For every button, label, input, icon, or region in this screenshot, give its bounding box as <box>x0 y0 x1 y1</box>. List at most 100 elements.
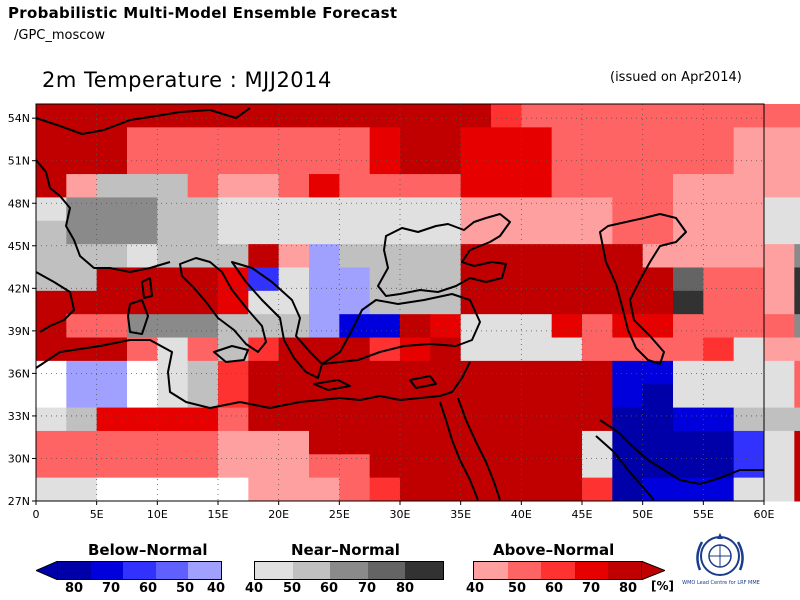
grid-cell <box>612 477 644 502</box>
grid-cell <box>248 197 280 222</box>
grid-cell <box>642 430 674 455</box>
grid-cell <box>794 384 800 409</box>
grid-cell <box>157 384 189 409</box>
grid-cell <box>460 104 492 128</box>
grid-cell <box>491 220 522 245</box>
grid-cell <box>703 314 735 339</box>
grid-cell <box>582 244 613 268</box>
grid-cell <box>339 150 371 175</box>
grid-cell <box>369 174 401 198</box>
grid-cell <box>96 290 128 315</box>
grid-cell <box>339 244 371 268</box>
lat-tick-label: 30N <box>8 452 30 465</box>
grid-cell <box>582 384 613 409</box>
grid-cell <box>612 360 644 385</box>
grid-cell <box>187 430 219 455</box>
lon-tick-label: 45E <box>572 508 593 521</box>
grid-cell <box>400 244 431 268</box>
grid-cell <box>764 267 795 292</box>
grid-cell <box>733 454 765 479</box>
grid-cell <box>430 477 462 502</box>
wmo-logo-text: WMO Lead Centre for LRF MME <box>682 580 760 586</box>
grid-cell <box>703 150 735 175</box>
grid-cell <box>673 290 704 315</box>
grid-cell <box>218 174 249 198</box>
grid-cell <box>309 244 340 268</box>
grid-cell <box>582 220 613 245</box>
grid-cell <box>157 127 189 152</box>
grid-cell <box>248 150 280 175</box>
lat-tick-label: 33N <box>8 410 30 423</box>
grid-cell <box>521 174 553 198</box>
grid-cell <box>66 267 98 292</box>
grid-cell <box>218 244 249 268</box>
grid-cell <box>127 430 158 455</box>
grid-cell <box>36 174 67 198</box>
grid-cell <box>96 174 128 198</box>
grid-cell <box>369 127 401 152</box>
grid-cell <box>491 127 522 152</box>
grid-cell <box>96 104 128 128</box>
grid-cell <box>157 314 189 339</box>
grid-cell <box>430 314 462 339</box>
grid-cell <box>673 174 704 198</box>
grid-cell <box>521 314 553 339</box>
near-tick-40: 40 <box>245 581 264 596</box>
grid-cell <box>430 244 462 268</box>
lon-tick-label: 55E <box>693 508 714 521</box>
above-normal-colorbar <box>473 561 643 580</box>
grid-cell <box>278 127 310 152</box>
grid-cell <box>127 477 158 502</box>
below-tick-70: 70 <box>102 581 121 596</box>
grid-cell <box>218 314 249 339</box>
grid-cell <box>218 220 249 245</box>
grid-cell <box>278 430 310 455</box>
grid-cell <box>309 454 340 479</box>
grid-cell <box>66 384 98 409</box>
grid-cell <box>764 290 795 315</box>
grid-cell <box>673 430 704 455</box>
grid-cell <box>309 127 340 152</box>
grid-cell <box>187 477 219 502</box>
grid-cell <box>339 454 371 479</box>
grid-cell <box>187 174 219 198</box>
grid-cell <box>309 477 340 502</box>
grid-cell <box>157 197 189 222</box>
grid-cell <box>400 384 431 409</box>
grid-cell <box>733 477 765 502</box>
near-tick-60: 60 <box>320 581 339 596</box>
grid-cell <box>703 127 735 152</box>
grid-cell <box>733 104 765 128</box>
grid-cell <box>733 244 765 268</box>
grid-cell <box>400 220 431 245</box>
grid-cell <box>582 430 613 455</box>
lon-tick-label: 0 <box>33 508 40 521</box>
above-60-swatch <box>541 562 575 579</box>
lon-tick-label: 15E <box>208 508 229 521</box>
grid-cell <box>794 220 800 245</box>
grid-cell <box>96 150 128 175</box>
grid-cell <box>491 150 522 175</box>
grid-cell <box>309 104 340 128</box>
grid-cell <box>218 290 249 315</box>
grid-cell <box>764 314 795 339</box>
grid-cell <box>733 337 765 362</box>
grid-cell <box>157 174 189 198</box>
grid-cell <box>96 197 128 222</box>
grid-cell <box>764 244 795 268</box>
grid-cell <box>157 267 189 292</box>
grid-cell <box>339 127 371 152</box>
grid-cell <box>703 407 735 432</box>
grid-cell <box>764 360 795 385</box>
grid-cell <box>521 384 553 409</box>
near-50-swatch <box>292 562 331 579</box>
below-tick-80: 80 <box>65 581 84 596</box>
grid-cell <box>673 407 704 432</box>
grid-cell <box>551 267 583 292</box>
grid-cell <box>703 267 735 292</box>
above-80-swatch <box>608 562 642 579</box>
grid-cell <box>309 407 340 432</box>
grid-cell <box>96 220 128 245</box>
grid-cell <box>551 384 583 409</box>
grid-cell <box>460 384 492 409</box>
